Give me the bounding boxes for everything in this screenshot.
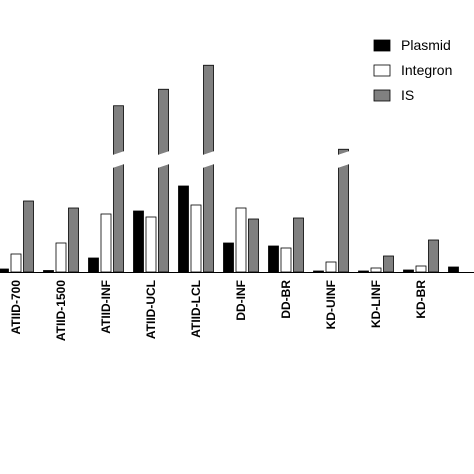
bar-integron-kd-uinf: [325, 261, 337, 273]
x-tick-label: ATIID-INF: [99, 280, 113, 334]
bar-plasmid-extra: [448, 266, 459, 273]
bar-plasmid-dd-br: [268, 245, 279, 273]
bar-plasmid-dd-inf: [223, 242, 234, 273]
bar-is-kd-linf: [383, 255, 394, 273]
legend-label-plasmid: Plasmid: [401, 37, 451, 53]
bar-integron-atiid-lcl: [190, 204, 202, 273]
x-tick-label: ATIID-LCL: [189, 280, 203, 338]
x-tick-label: DD-BR: [279, 280, 293, 319]
bar-plasmid-atiid-lcl: [178, 185, 189, 273]
axis-break-gap: [202, 151, 215, 168]
bar-integron-dd-br: [280, 247, 292, 273]
x-tick-label: KD-UINF: [324, 280, 338, 329]
x-tick-label: ATIID-700: [9, 280, 23, 335]
bar-is-atiid-lcl: [203, 64, 214, 273]
bar-is-atiid-700: [23, 200, 34, 273]
bar-integron-atiid-700: [10, 253, 22, 273]
x-tick-label: KD-LINF: [369, 280, 383, 328]
bar-is-atiid-1500: [68, 207, 79, 273]
bar-plasmid-kd-br: [403, 269, 414, 273]
legend-label-integron: Integron: [401, 62, 452, 78]
bar-integron-atiid-inf: [100, 213, 112, 273]
x-tick-label: ATIID-1500: [54, 280, 68, 341]
legend-swatch-is: [373, 89, 391, 102]
bar-integron-kd-linf: [370, 267, 382, 273]
bar-plasmid-atiid-1500: [43, 270, 54, 273]
bar-is-kd-br: [428, 239, 439, 273]
x-tick-label: DD-INF: [234, 280, 248, 321]
legend-swatch-integron: [373, 64, 391, 77]
legend: Plasmid Integron IS: [373, 37, 452, 103]
axis-break-gap: [337, 151, 350, 168]
x-tick-label: KD-BR: [414, 280, 428, 319]
bar-is-dd-inf: [248, 218, 259, 273]
bar-plasmid-kd-linf: [358, 270, 369, 273]
axis-break-gap: [157, 151, 170, 168]
bar-integron-dd-inf: [235, 207, 247, 273]
legend-swatch-plasmid: [373, 39, 391, 52]
bar-plasmid-kd-uinf: [313, 270, 324, 273]
bar-plasmid-atiid-700: [0, 268, 9, 273]
axis-break-gap: [112, 151, 125, 168]
bar-integron-atiid-1500: [55, 242, 67, 273]
bar-integron-kd-br: [415, 265, 427, 273]
bar-is-atiid-ucl: [158, 88, 169, 273]
bar-is-atiid-inf: [113, 105, 124, 273]
bar-plasmid-atiid-ucl: [133, 210, 144, 273]
axis-break-marks: [112, 151, 350, 168]
bar-is-kd-uinf: [338, 148, 349, 273]
x-tick-label: ATIID-UCL: [144, 280, 158, 339]
bar-integron-atiid-ucl: [145, 216, 157, 273]
x-tick-labels: ATIID-700 ATIID-1500 ATIID-INF ATIID-UCL ATI…: [9, 280, 428, 341]
bar-is-dd-br: [293, 217, 304, 273]
bar-plasmid-atiid-inf: [88, 257, 99, 273]
legend-label-is: IS: [401, 87, 414, 103]
